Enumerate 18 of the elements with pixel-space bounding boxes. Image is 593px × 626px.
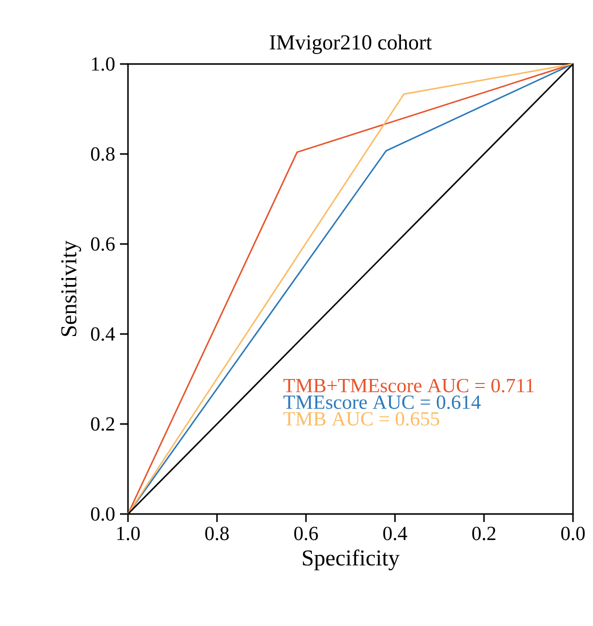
text: TMB AUC = 0.655 [283, 412, 440, 426]
x-tick-label: 0.0 [561, 526, 585, 540]
y-tick-label: 1.0 [92, 57, 115, 71]
y-tick-label: 0.6 [91, 237, 115, 251]
x-tick-label: 0.2 [472, 526, 496, 540]
x-axis-title: Specificity [302, 549, 400, 570]
y-tick-label: 0.4 [91, 327, 115, 341]
text: TMEscore AUC = 0.614 [283, 395, 481, 410]
x-tick-label: 0.6 [294, 526, 318, 540]
y-tick-label: 0.2 [91, 417, 114, 431]
y-tick-label: 0.8 [91, 147, 115, 161]
y-tick-label: 0.0 [91, 507, 115, 521]
x-tick-label: 0.8 [205, 526, 229, 540]
x-tick-label: 0.4 [383, 526, 408, 540]
text: TMB+TMEscore AUC = 0.711 [283, 378, 534, 392]
y-axis-title: Sensitivity [61, 240, 82, 336]
x-tick-label: 1.0 [117, 526, 140, 540]
chart-title: IMvigor210 cohort [270, 34, 432, 54]
